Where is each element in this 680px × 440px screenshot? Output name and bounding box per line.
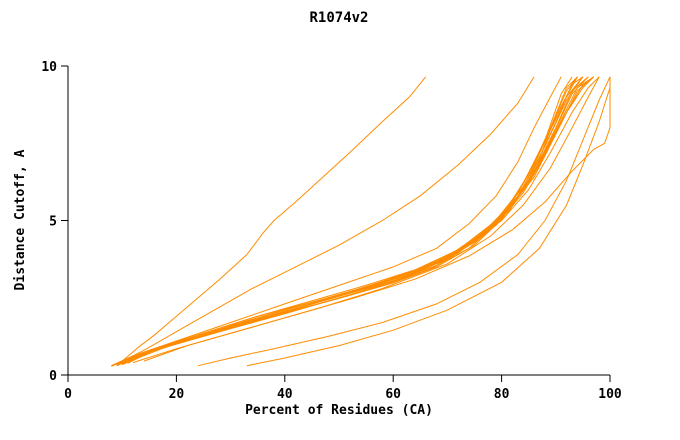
series-line-model-21 <box>143 76 600 362</box>
series-line-model-09 <box>121 76 584 365</box>
x-tick-label: 100 <box>598 387 622 402</box>
y-tick-label: 5 <box>49 215 57 230</box>
y-tick-label: 10 <box>41 60 57 75</box>
series-line-model-16 <box>197 76 611 367</box>
chart-title: R1074v2 <box>309 10 368 26</box>
series-line-model-07 <box>127 76 578 364</box>
axes: 0 20 40 60 80 100 0 5 10 <box>41 60 622 402</box>
x-axis-label: Percent of Residues (CA) <box>245 403 433 418</box>
series-line-model-01 <box>121 76 427 362</box>
x-tick-label: 80 <box>494 387 510 402</box>
series-line-model-05 <box>121 76 584 365</box>
series-line-model-11 <box>116 76 589 367</box>
series-line-model-20 <box>116 76 595 366</box>
series-lines <box>111 76 611 367</box>
x-tick-label: 40 <box>277 387 293 402</box>
series-line-model-19 <box>122 76 600 365</box>
y-axis-label: Distance Cutoff, A <box>13 149 28 290</box>
series-line-model-02 <box>116 76 535 365</box>
series-line-model-15 <box>111 76 562 367</box>
series-line-model-08 <box>116 76 584 366</box>
series-line-model-04 <box>116 76 578 367</box>
series-line-model-17 <box>246 76 611 367</box>
series-line-model-10 <box>111 76 589 367</box>
x-tick-label: 0 <box>64 387 72 402</box>
x-tick-label: 60 <box>385 387 401 402</box>
series-line-model-06 <box>111 76 578 367</box>
y-tick-label: 0 <box>49 369 57 384</box>
x-tick-label: 20 <box>169 387 185 402</box>
